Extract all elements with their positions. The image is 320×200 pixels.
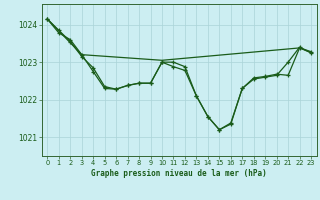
X-axis label: Graphe pression niveau de la mer (hPa): Graphe pression niveau de la mer (hPa)	[91, 169, 267, 178]
